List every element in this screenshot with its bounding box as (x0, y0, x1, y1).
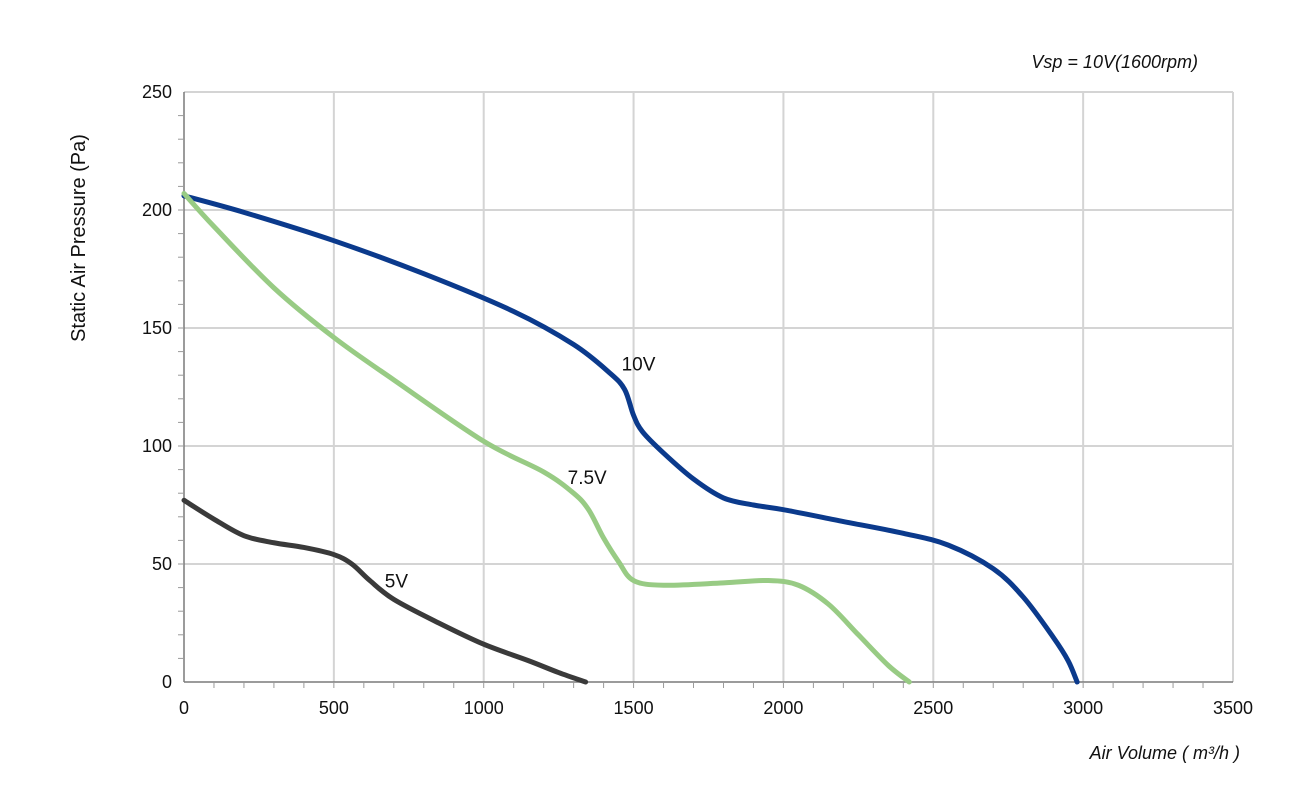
chart-annotation: Vsp = 10V(1600rpm) (1031, 52, 1198, 72)
x-tick-label: 1500 (614, 698, 654, 718)
y-tick-label: 50 (152, 554, 172, 574)
x-tick-label: 3000 (1063, 698, 1103, 718)
x-tick-label: 1000 (464, 698, 504, 718)
y-tick-label: 250 (142, 82, 172, 102)
y-tick-label: 150 (142, 318, 172, 338)
grid (184, 91, 1234, 682)
x-tick-label: 2000 (763, 698, 803, 718)
y-tick-label: 0 (162, 672, 172, 692)
series-label-10V: 10V (622, 354, 656, 375)
y-tick-label: 200 (142, 200, 172, 220)
series-label-5V: 5V (385, 572, 409, 593)
x-tick-label: 0 (179, 698, 189, 718)
series-lines (181, 190, 1080, 685)
x-tick-label: 2500 (913, 698, 953, 718)
y-axis-title: Static Air Pressure (Pa) (68, 134, 90, 342)
x-tick-label: 500 (319, 698, 349, 718)
series-label-7-5V: 7.5V (568, 468, 607, 489)
series-labels: 10V 7.5V 5V (385, 354, 656, 592)
y-tick-labels: 0 50 100 150 200 250 (142, 82, 172, 692)
x-tick-labels: 0 500 1000 1500 2000 2500 3000 3500 (179, 698, 1253, 718)
x-axis-title: Air Volume ( m³/h ) (1089, 743, 1240, 763)
series-line-5V (181, 497, 589, 685)
series-line-7-5V (181, 190, 912, 685)
axes (178, 92, 1233, 688)
y-tick-label: 100 (142, 436, 172, 456)
x-tick-label: 3500 (1213, 698, 1253, 718)
series-line-10V (181, 193, 1080, 685)
